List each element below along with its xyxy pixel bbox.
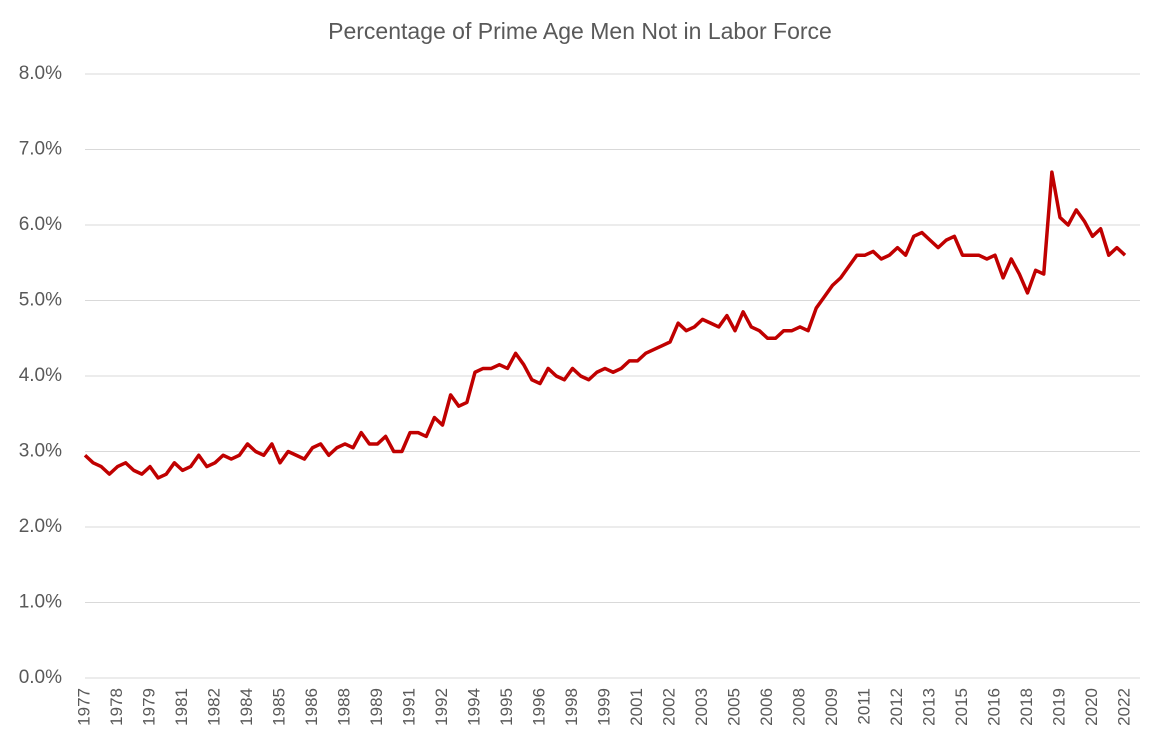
x-tick-label: 2006 [757,688,776,726]
y-tick-label: 3.0% [19,441,62,462]
x-tick-label: 1979 [139,688,158,726]
x-tick-label: 1996 [529,688,548,726]
x-tick-label: 1995 [497,688,516,726]
x-tick-label: 2013 [919,688,938,726]
x-tick-label: 1999 [594,688,613,726]
x-tick-label: 2020 [1082,688,1101,726]
x-tick-label: 2001 [627,688,646,726]
x-tick-label: 2016 [984,688,1003,726]
x-tick-label: 2012 [887,688,906,726]
x-tick-label: 1988 [334,688,353,726]
x-tick-label: 1984 [237,688,256,726]
x-tick-label: 1998 [562,688,581,726]
x-tick-label: 1982 [204,688,223,726]
y-tick-label: 6.0% [19,214,62,235]
x-tick-label: 2015 [952,688,971,726]
x-tick-label: 1985 [269,688,288,726]
y-tick-label: 4.0% [19,365,62,386]
chart-title: Percentage of Prime Age Men Not in Labor… [328,18,832,44]
data-line [83,170,1127,480]
x-tick-label: 1994 [464,688,483,726]
y-tick-label: 8.0% [19,63,62,84]
y-tick-label: 0.0% [19,667,62,688]
x-tick-label: 2011 [854,688,873,725]
x-tick-label: 2002 [659,688,678,726]
y-tick-label: 5.0% [19,290,62,311]
x-tick-label: 2009 [822,688,841,726]
x-tick-label: 2022 [1114,688,1133,726]
y-tick-label: 7.0% [19,139,62,160]
x-tick-label: 1992 [432,688,451,726]
x-tick-label: 2018 [1017,688,1036,726]
x-tick-label: 1989 [367,688,386,726]
x-tick-label: 2003 [692,688,711,726]
x-tick-label: 2019 [1049,688,1068,726]
x-tick-label: 2005 [724,688,743,726]
y-tick-label: 1.0% [19,592,62,613]
x-tick-label: 1977 [74,688,93,726]
y-tick-label: 2.0% [19,516,62,537]
x-tick-label: 1991 [399,688,418,726]
x-tick-label: 2008 [789,688,808,726]
x-tick-label: 1986 [302,688,321,726]
x-tick-label: 1978 [107,688,126,726]
x-tick-label: 1981 [172,688,191,726]
